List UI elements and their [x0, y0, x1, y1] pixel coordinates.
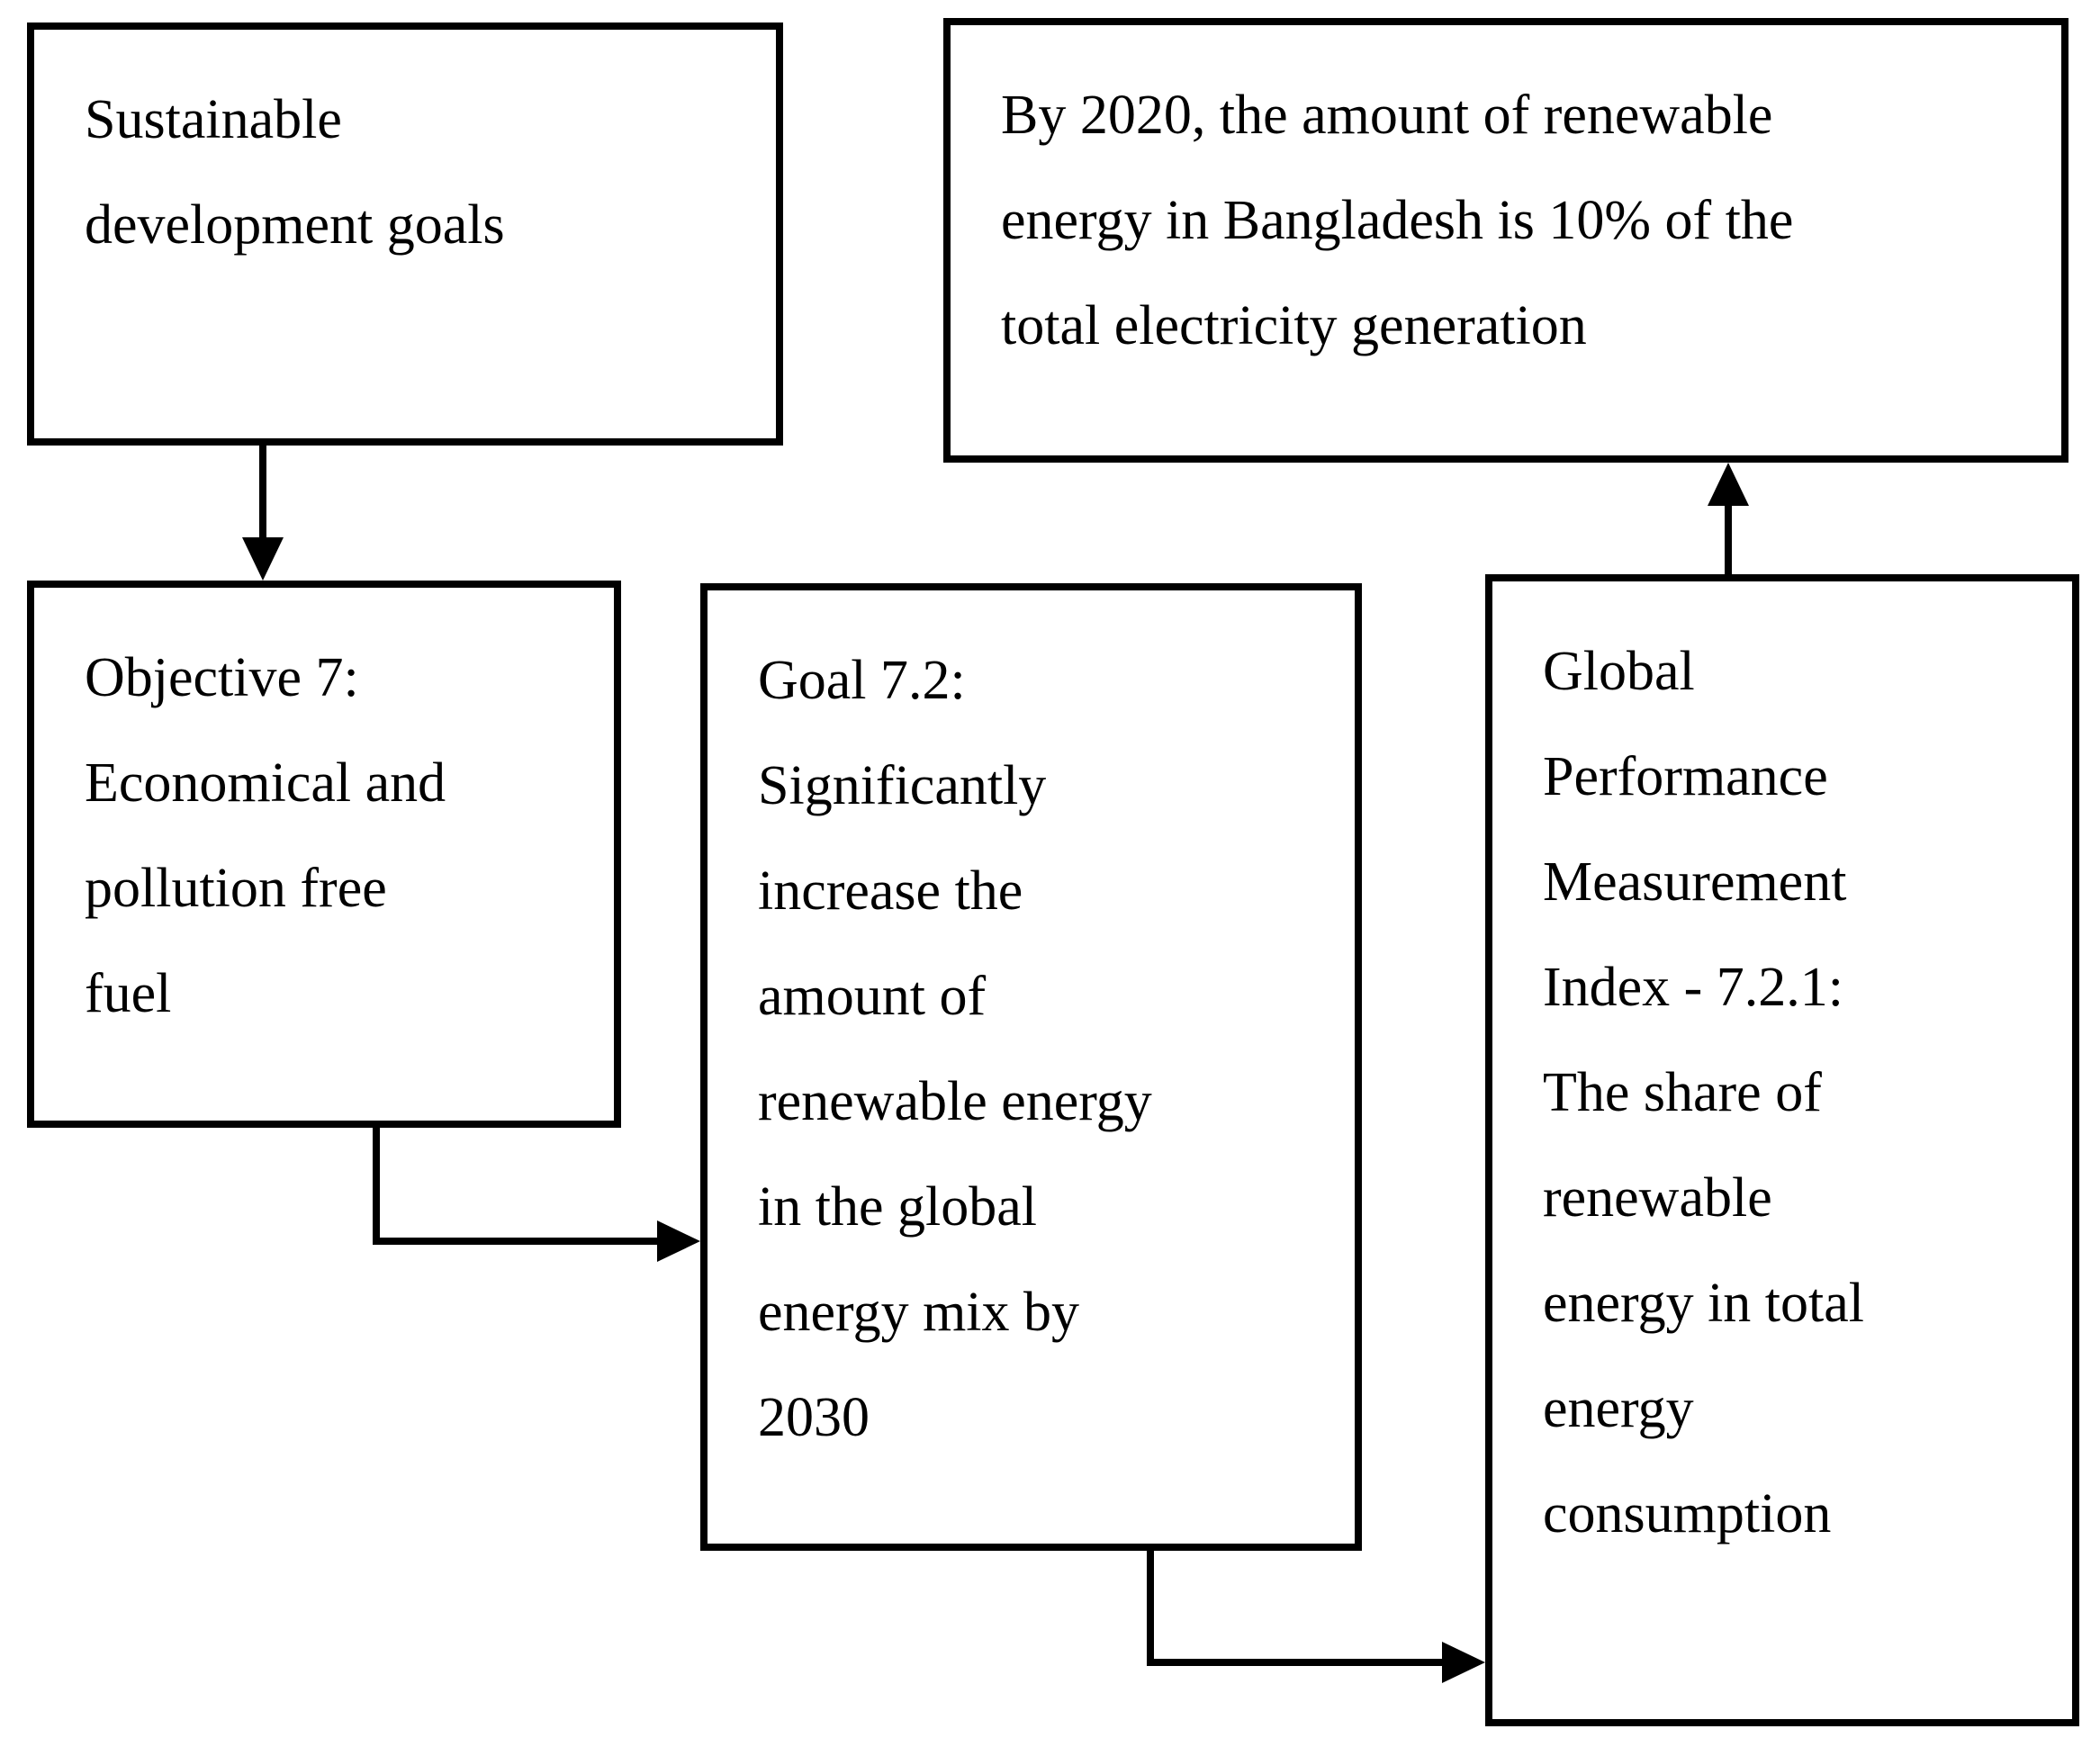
arrowhead-up-icon	[1708, 463, 1749, 506]
arrowhead-down-icon	[242, 537, 284, 581]
node-objective-7: Objective 7: Economical and pollution fr…	[27, 581, 621, 1128]
arrow-line	[1147, 1549, 1154, 1666]
node-sustainable-development-goals: Sustainable development goals	[27, 23, 783, 446]
node-global-performance-measurement-index-7-2-1-label: Global Performance Measurement Index - 7…	[1543, 641, 1864, 1544]
node-goal-7-2: Goal 7.2: Significantly increase the amo…	[700, 583, 1362, 1551]
node-by-2020-renewable-target: By 2020, the amount of renewable energy …	[943, 18, 2068, 463]
node-by-2020-renewable-target-label: By 2020, the amount of renewable energy …	[1001, 85, 1794, 356]
arrow-line	[1147, 1659, 1444, 1666]
node-sustainable-development-goals-label: Sustainable development goals	[85, 89, 505, 256]
node-objective-7-label: Objective 7: Economical and pollution fr…	[85, 647, 446, 1024]
node-goal-7-2-label: Goal 7.2: Significantly increase the amo…	[758, 650, 1152, 1448]
arrow-line	[259, 444, 266, 539]
arrowhead-right-icon	[1442, 1642, 1485, 1683]
arrowhead-right-icon	[657, 1220, 700, 1262]
arrow-line	[1725, 504, 1732, 576]
arrow-line	[373, 1238, 659, 1245]
node-global-performance-measurement-index-7-2-1: Global Performance Measurement Index - 7…	[1485, 574, 2079, 1726]
arrow-line	[373, 1126, 380, 1245]
